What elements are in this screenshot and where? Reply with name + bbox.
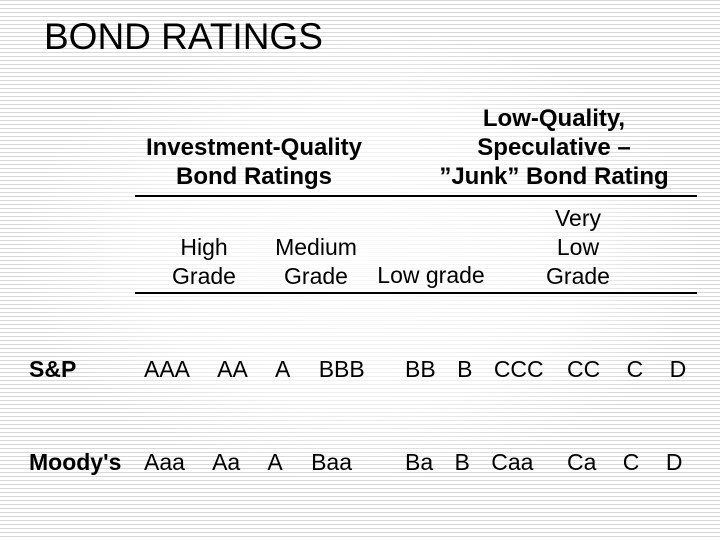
rating-cell: D (669, 356, 687, 382)
moodys-low-grade-ratings: Ba B Caa (405, 451, 533, 474)
high-grade-subheader: High Grade (172, 233, 236, 291)
rating-cell: BBB (318, 356, 365, 382)
junk-header-line-3: ”Junk” Bond Rating (439, 163, 669, 190)
low-grade-subheader: Low grade (377, 261, 484, 290)
rating-cell: Aaa (144, 449, 185, 475)
agency-label-moodys: Moody's (29, 449, 122, 475)
rating-cell: Baa (311, 449, 352, 475)
rating-cell: BB (405, 356, 436, 382)
sp-investment-ratings: AAA AA A BBB (144, 358, 365, 381)
junk-bond-header: Low-Quality, Speculative – ”Junk” Bond R… (439, 104, 668, 191)
top-rule-line (135, 195, 697, 197)
very-low-grade-subheader: Very Low Grade (546, 204, 610, 291)
moodys-very-low-grade-ratings: Ca C D (567, 451, 682, 474)
bottom-rule-line (135, 292, 697, 294)
sp-very-low-grade-ratings: CC C D (567, 358, 686, 381)
rating-cell: C (626, 356, 644, 382)
high-grade-line-2: Grade (172, 263, 236, 289)
investment-quality-header: Investment-Quality Bond Ratings (146, 133, 362, 191)
rating-cell: C (622, 449, 640, 475)
rating-cell: Aa (212, 449, 241, 475)
moodys-investment-ratings: Aaa Aa A Baa (144, 451, 352, 474)
rating-cell: B (457, 356, 473, 382)
medium-grade-subheader: Medium Grade (275, 233, 357, 291)
rating-cell: A (274, 356, 291, 382)
rating-cell: B (454, 449, 470, 475)
sp-low-grade-ratings: BB B CCC (405, 358, 544, 381)
medium-grade-line-2: Grade (284, 263, 348, 289)
rating-cell: Caa (491, 449, 534, 475)
rating-cell: CCC (493, 356, 544, 382)
rating-cell: Ba (405, 449, 434, 475)
slide-title: BOND RATINGS (44, 16, 323, 57)
high-grade-line-1: High (180, 234, 228, 260)
agency-label-sp: S&P (29, 356, 77, 382)
rating-cell: A (267, 449, 283, 475)
rating-cell: D (665, 449, 683, 475)
very-low-grade-line-3: Grade (546, 263, 610, 289)
rating-cell: Ca (567, 449, 597, 475)
investment-header-line-2: Bond Ratings (175, 163, 332, 190)
rating-cell: CC (567, 356, 601, 382)
rating-cell: AAA (144, 356, 191, 382)
investment-header-line-1: Investment-Quality (145, 134, 363, 161)
junk-header-line-1: Low-Quality, (482, 105, 626, 132)
rating-cell: AA (217, 356, 248, 382)
very-low-grade-line-2: Low (556, 234, 600, 260)
medium-grade-line-1: Medium (275, 234, 357, 260)
low-grade-line-1: Low grade (377, 262, 485, 288)
very-low-grade-line-1: Very (554, 205, 602, 231)
junk-header-line-2: Speculative – (477, 134, 631, 161)
